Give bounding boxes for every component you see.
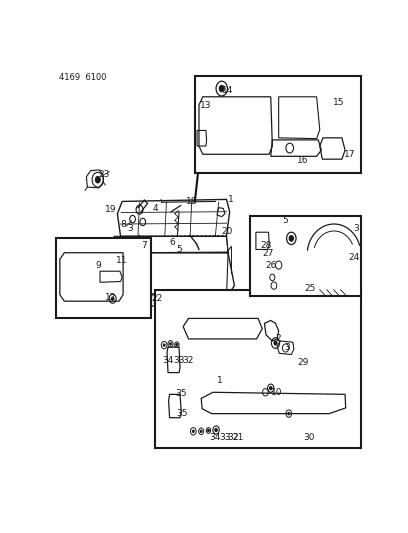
Text: 35: 35 — [177, 409, 188, 418]
Text: 25: 25 — [304, 285, 315, 293]
Text: 4169  6100: 4169 6100 — [59, 73, 106, 82]
Text: 2: 2 — [275, 334, 281, 343]
Text: 11: 11 — [116, 256, 128, 265]
Text: 3: 3 — [127, 224, 133, 233]
Text: 19: 19 — [105, 205, 116, 214]
Text: 7: 7 — [142, 241, 147, 250]
Text: 34: 34 — [162, 356, 174, 365]
Text: 20: 20 — [222, 227, 233, 236]
Text: 30: 30 — [303, 433, 315, 442]
Text: 12: 12 — [105, 293, 116, 302]
Text: 16: 16 — [297, 156, 308, 165]
Circle shape — [215, 429, 217, 432]
Bar — [155, 290, 361, 448]
Circle shape — [170, 343, 171, 345]
Text: 8: 8 — [120, 220, 126, 229]
Text: 9: 9 — [95, 261, 101, 270]
Polygon shape — [106, 294, 234, 306]
Circle shape — [176, 343, 178, 346]
Text: 32: 32 — [227, 433, 239, 442]
Circle shape — [208, 429, 209, 432]
Text: 33: 33 — [219, 433, 231, 442]
Circle shape — [200, 430, 202, 432]
Text: 21: 21 — [232, 433, 243, 442]
Text: 23: 23 — [98, 170, 110, 179]
Circle shape — [270, 386, 272, 390]
Text: 32: 32 — [182, 356, 193, 365]
Circle shape — [274, 341, 277, 345]
Text: 17: 17 — [344, 150, 355, 159]
Circle shape — [219, 85, 224, 92]
Circle shape — [111, 297, 114, 301]
Text: 3: 3 — [285, 343, 290, 352]
Circle shape — [288, 413, 290, 415]
Text: 24: 24 — [348, 253, 359, 262]
Text: 14: 14 — [222, 86, 233, 95]
Text: 5: 5 — [176, 245, 182, 254]
Text: 26: 26 — [265, 261, 277, 270]
Text: 10: 10 — [271, 388, 283, 397]
Bar — [56, 238, 151, 318]
Bar — [195, 76, 361, 173]
Text: 18: 18 — [186, 197, 197, 206]
Text: 13: 13 — [200, 101, 212, 109]
Text: 29: 29 — [298, 358, 309, 367]
Text: 3: 3 — [353, 224, 359, 233]
Circle shape — [192, 430, 194, 432]
Circle shape — [289, 236, 293, 241]
Text: 1: 1 — [228, 195, 234, 204]
Circle shape — [95, 176, 100, 183]
Circle shape — [99, 262, 102, 266]
Text: 6: 6 — [170, 238, 175, 247]
Circle shape — [163, 344, 165, 346]
Text: 1: 1 — [217, 376, 223, 385]
Text: 34: 34 — [209, 433, 220, 442]
Bar — [250, 216, 361, 296]
Text: 27: 27 — [263, 249, 274, 258]
Text: 33: 33 — [173, 356, 185, 365]
Text: 35: 35 — [175, 389, 186, 398]
Text: 22: 22 — [151, 294, 162, 303]
Text: 15: 15 — [333, 99, 344, 108]
Text: 28: 28 — [260, 241, 272, 250]
Text: 5: 5 — [282, 216, 288, 225]
Text: 4: 4 — [153, 204, 158, 213]
